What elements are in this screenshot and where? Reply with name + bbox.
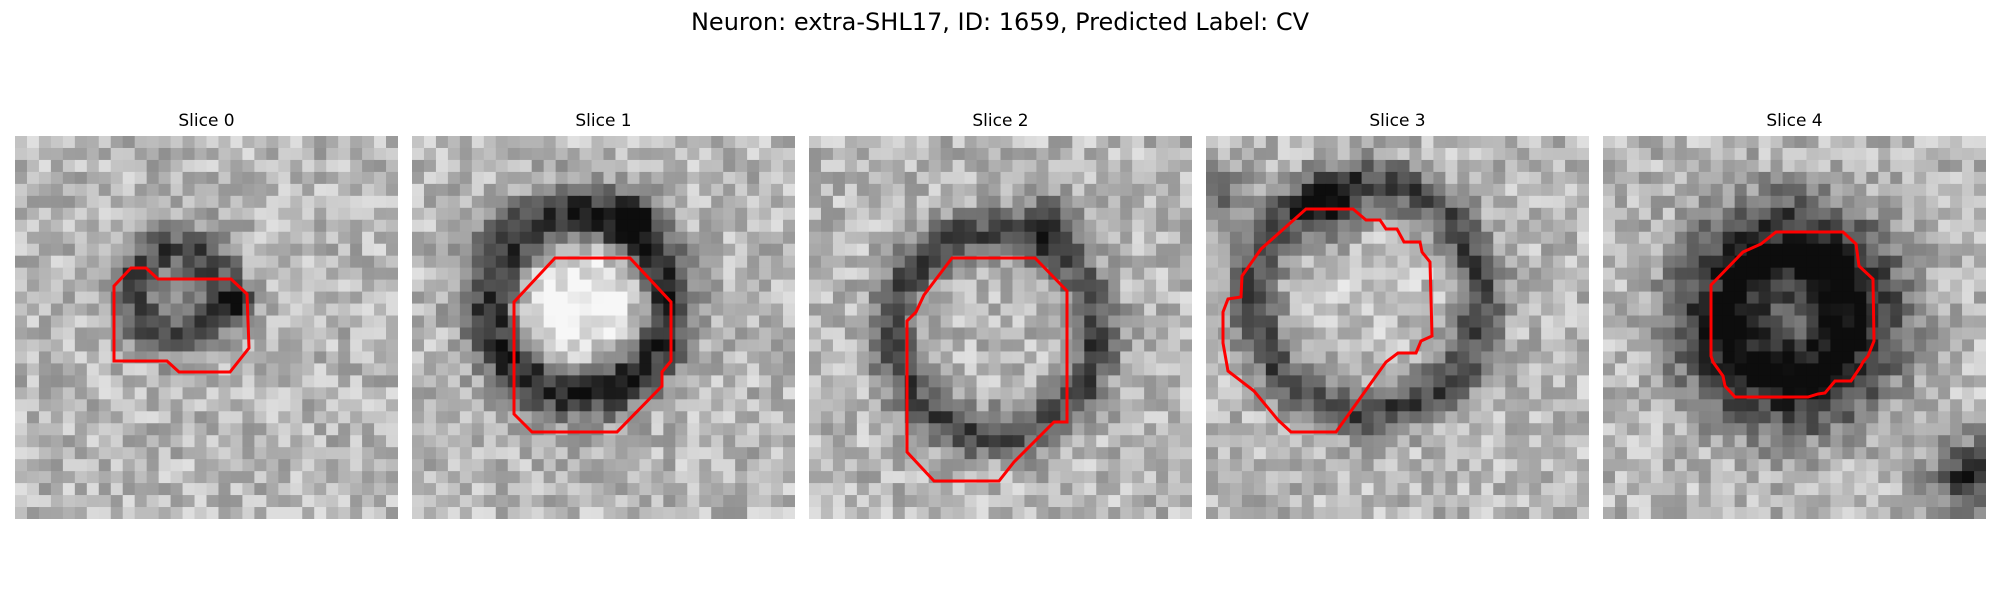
slice-title: Slice 0 bbox=[178, 111, 235, 131]
microscopy-slice-image bbox=[412, 136, 795, 519]
slice-panel-3: Slice 3 bbox=[1206, 110, 1589, 519]
segmentation-contour bbox=[512, 256, 673, 434]
segmentation-contour bbox=[1709, 230, 1876, 399]
slice-image-3 bbox=[1206, 136, 1589, 519]
slice-panel-1: Slice 1 bbox=[412, 110, 795, 519]
slice-panel-2: Slice 2 bbox=[809, 110, 1192, 519]
microscopy-slice-image bbox=[15, 136, 398, 519]
slice-panel-4: Slice 4 bbox=[1603, 110, 1986, 519]
slice-title: Slice 2 bbox=[972, 111, 1029, 131]
segmentation-contour bbox=[905, 256, 1069, 483]
figure-title: Neuron: extra-SHL17, ID: 1659, Predicted… bbox=[690, 8, 1310, 36]
slice-image-4 bbox=[1603, 136, 1986, 519]
slice-title: Slice 1 bbox=[575, 111, 632, 131]
segmentation-contour bbox=[112, 266, 251, 374]
microscopy-slice-image bbox=[1603, 136, 1986, 519]
slice-image-0 bbox=[15, 136, 398, 519]
slice-image-1 bbox=[412, 136, 795, 519]
microscopy-slice-image bbox=[809, 136, 1192, 519]
slice-title: Slice 3 bbox=[1369, 111, 1426, 131]
slice-panel-0: Slice 0 bbox=[15, 110, 398, 519]
segmentation-contour bbox=[1221, 207, 1434, 434]
microscopy-slice-image bbox=[1206, 136, 1589, 519]
slice-title: Slice 4 bbox=[1766, 111, 1823, 131]
slice-image-2 bbox=[809, 136, 1192, 519]
